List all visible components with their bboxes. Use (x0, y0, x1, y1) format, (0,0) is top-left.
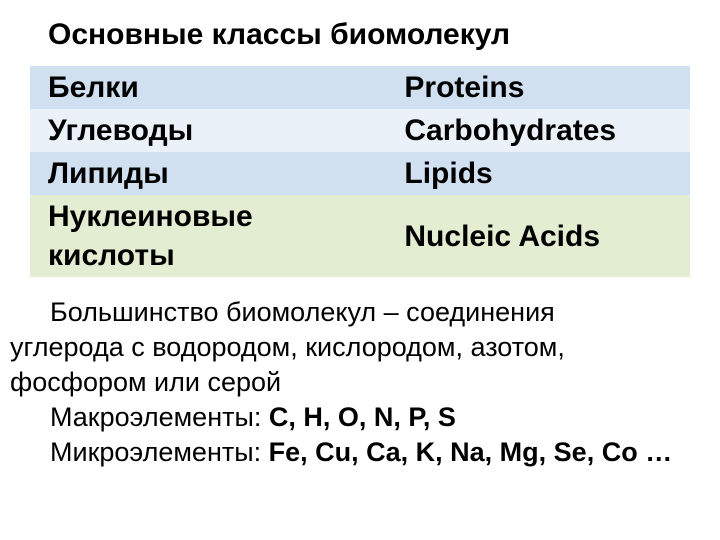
macro-elements: C, H, O, N, P, S (269, 402, 456, 432)
cell-en: Carbohydrates (386, 109, 690, 152)
micro-line: Микроэлементы: Fe, Cu, Ca, K, Na, Mg, Se… (10, 435, 696, 470)
biomolecule-table: Белки Proteins Углеводы Carbohydrates Ли… (30, 66, 690, 277)
cell-ru: Углеводы (30, 109, 386, 152)
macro-line: Макроэлементы: C, H, O, N, P, S (10, 400, 696, 435)
micro-label: Микроэлементы: (50, 437, 269, 467)
table-row: Нуклеиновые кислоты Nucleic Acids (30, 195, 690, 277)
cell-ru: Нуклеиновые кислоты (30, 195, 386, 277)
micro-elements: Fe, Cu, Ca, K, Na, Mg, Se, Co … (269, 437, 673, 467)
slide-title: Основные классы биомолекул (0, 18, 720, 52)
paragraph-line: фосфором или серой (10, 365, 696, 400)
cell-ru: Белки (30, 66, 386, 109)
table-row: Углеводы Carbohydrates (30, 109, 690, 152)
table-row: Липиды Lipids (30, 152, 690, 195)
body-text-block: Большинство биомолекул – соединения угле… (0, 295, 720, 470)
table-row: Белки Proteins (30, 66, 690, 109)
paragraph-line: углерода с водородом, кислородом, азотом… (10, 330, 696, 365)
cell-en: Proteins (386, 66, 690, 109)
cell-en: Lipids (386, 152, 690, 195)
cell-en: Nucleic Acids (386, 195, 690, 277)
macro-label: Макроэлементы: (50, 402, 269, 432)
cell-ru: Липиды (30, 152, 386, 195)
paragraph-line: Большинство биомолекул – соединения (10, 295, 696, 330)
